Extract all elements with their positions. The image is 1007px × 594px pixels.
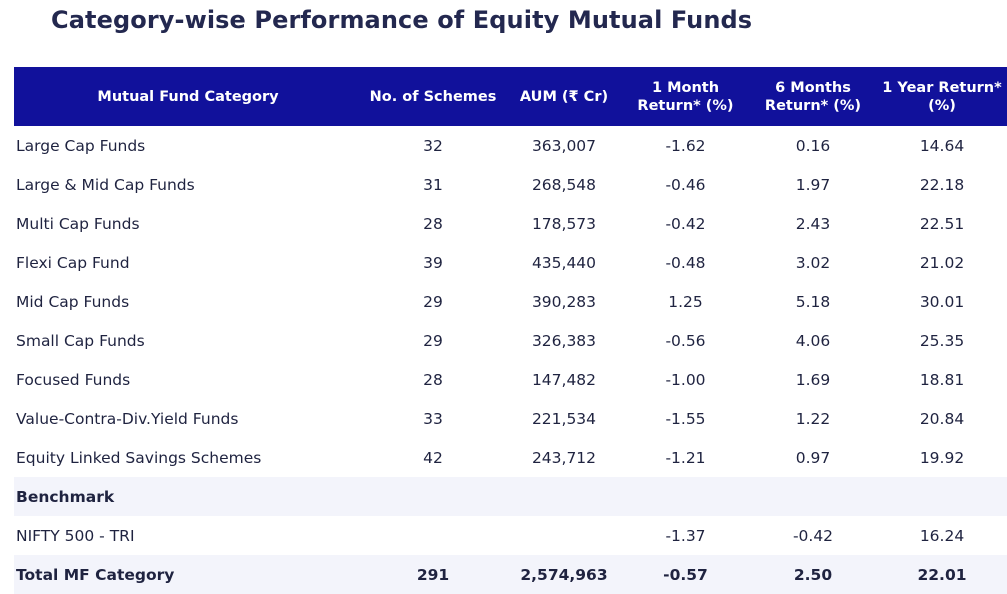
cell-aum: 243,712 xyxy=(531,448,597,467)
benchmark-row: NIFTY 500 - TRI -1.37 -0.42 16.24 xyxy=(14,516,1007,555)
cell-schemes: 39 xyxy=(423,253,443,272)
cell-6-months: 0.97 xyxy=(795,448,831,467)
cell-6-months: 5.18 xyxy=(795,292,831,311)
cell-1-year: 22.01 xyxy=(917,565,967,584)
header-category: Mutual Fund Category xyxy=(97,88,279,105)
cell-1-year: 19.92 xyxy=(919,448,965,467)
cell-schemes: 42 xyxy=(423,448,443,467)
cell-empty xyxy=(622,477,749,516)
cell-aum: 178,573 xyxy=(531,214,597,233)
header-1-month-return: 1 Month Return* (%) xyxy=(622,67,749,126)
cell-category: NIFTY 500 - TRI xyxy=(16,526,135,545)
table-row: Equity Linked Savings Schemes 42 243,712… xyxy=(14,438,1007,477)
cell-aum: 147,482 xyxy=(531,370,597,389)
table-row: Focused Funds 28 147,482 -1.00 1.69 18.8… xyxy=(14,360,1007,399)
cell-aum xyxy=(506,516,622,555)
cell-category: Small Cap Funds xyxy=(16,331,145,350)
cell-category: Mid Cap Funds xyxy=(16,292,130,311)
header-6-months-line2: Return* (%) xyxy=(764,97,862,114)
cell-1-month: -0.57 xyxy=(663,565,708,584)
cell-category: Focused Funds xyxy=(16,370,131,389)
cell-1-year: 18.81 xyxy=(919,370,965,389)
cell-1-year: 22.51 xyxy=(919,214,965,233)
cell-6-months: 2.50 xyxy=(793,565,833,584)
total-row: Total MF Category 291 2,574,963 -0.57 2.… xyxy=(14,555,1007,594)
table-row: Mid Cap Funds 29 390,283 1.25 5.18 30.01 xyxy=(14,282,1007,321)
cell-aum: 435,440 xyxy=(531,253,597,272)
cell-category: Value-Contra-Div.Yield Funds xyxy=(16,409,239,428)
header-schemes: No. of Schemes xyxy=(369,88,497,105)
cell-1-month: -1.37 xyxy=(665,526,706,545)
header-6-months-line1: 6 Months xyxy=(775,79,851,96)
fund-performance-table: Mutual Fund Category No. of Schemes AUM … xyxy=(14,67,1007,594)
cell-1-month: -1.21 xyxy=(665,448,706,467)
cell-empty xyxy=(877,477,1007,516)
cell-1-year: 16.24 xyxy=(919,526,965,545)
cell-category: Equity Linked Savings Schemes xyxy=(16,448,262,467)
cell-category: Large & Mid Cap Funds xyxy=(16,175,195,194)
cell-schemes: 29 xyxy=(423,292,443,311)
cell-6-months: 1.69 xyxy=(795,370,831,389)
cell-aum: 390,283 xyxy=(531,292,597,311)
cell-aum: 2,574,963 xyxy=(520,565,608,584)
cell-6-months: 2.43 xyxy=(795,214,831,233)
table-header-row: Mutual Fund Category No. of Schemes AUM … xyxy=(14,67,1007,126)
table-row: Large Cap Funds 32 363,007 -1.62 0.16 14… xyxy=(14,126,1007,165)
cell-aum: 326,383 xyxy=(531,331,597,350)
cell-1-year: 22.18 xyxy=(919,175,965,194)
cell-schemes xyxy=(360,516,506,555)
cell-1-year: 14.64 xyxy=(919,136,965,155)
cell-category: Flexi Cap Fund xyxy=(16,253,130,272)
cell-6-months: 1.97 xyxy=(795,175,831,194)
cell-1-month: -1.00 xyxy=(665,370,706,389)
cell-1-month: -1.55 xyxy=(665,409,706,428)
cell-1-year: 30.01 xyxy=(919,292,965,311)
cell-category: Multi Cap Funds xyxy=(16,214,140,233)
cell-aum: 268,548 xyxy=(531,175,597,194)
cell-6-months: 4.06 xyxy=(795,331,831,350)
header-1-month-line2: Return* (%) xyxy=(637,97,734,114)
header-1-year-line1: 1 Year Return* xyxy=(882,79,1002,96)
header-aum: AUM (₹ Cr) xyxy=(519,88,609,105)
cell-1-year: 25.35 xyxy=(919,331,965,350)
cell-1-month: -0.48 xyxy=(665,253,706,272)
table-row: Multi Cap Funds 28 178,573 -0.42 2.43 22… xyxy=(14,204,1007,243)
cell-empty xyxy=(749,477,877,516)
cell-6-months: 0.16 xyxy=(795,136,831,155)
cell-schemes: 29 xyxy=(423,331,443,350)
cell-schemes: 31 xyxy=(423,175,443,194)
cell-1-month: -1.62 xyxy=(665,136,706,155)
cell-1-month: -0.56 xyxy=(665,331,706,350)
cell-schemes: 32 xyxy=(423,136,443,155)
cell-1-year: 20.84 xyxy=(919,409,965,428)
cell-aum: 221,534 xyxy=(531,409,597,428)
header-1-month-line1: 1 Month xyxy=(651,79,720,96)
table-row: Flexi Cap Fund 39 435,440 -0.48 3.02 21.… xyxy=(14,243,1007,282)
cell-6-months: 3.02 xyxy=(795,253,831,272)
page-title: Category-wise Performance of Equity Mutu… xyxy=(51,6,753,34)
header-6-months-return: 6 Months Return* (%) xyxy=(749,67,877,126)
table-row: Value-Contra-Div.Yield Funds 33 221,534 … xyxy=(14,399,1007,438)
cell-empty xyxy=(506,477,622,516)
header-1-year-line2: (%) xyxy=(928,97,956,114)
cell-schemes: 28 xyxy=(423,370,443,389)
cell-6-months: -0.42 xyxy=(792,526,834,545)
cell-1-month: -0.46 xyxy=(665,175,706,194)
table-row: Small Cap Funds 29 326,383 -0.56 4.06 25… xyxy=(14,321,1007,360)
benchmark-label: Benchmark xyxy=(16,487,115,506)
table-row: Large & Mid Cap Funds 31 268,548 -0.46 1… xyxy=(14,165,1007,204)
cell-schemes: 28 xyxy=(423,214,443,233)
cell-category: Large Cap Funds xyxy=(16,136,146,155)
cell-aum: 363,007 xyxy=(531,136,597,155)
cell-6-months: 1.22 xyxy=(795,409,831,428)
cell-schemes: 291 xyxy=(416,565,450,584)
header-1-year-return: 1 Year Return* (%) xyxy=(877,67,1007,126)
cell-1-year: 21.02 xyxy=(919,253,965,272)
cell-empty xyxy=(360,477,506,516)
cell-schemes: 33 xyxy=(423,409,443,428)
cell-1-month: -0.42 xyxy=(665,214,706,233)
benchmark-section-row: Benchmark xyxy=(14,477,1007,516)
cell-category: Total MF Category xyxy=(16,565,175,584)
cell-1-month: 1.25 xyxy=(668,292,703,311)
